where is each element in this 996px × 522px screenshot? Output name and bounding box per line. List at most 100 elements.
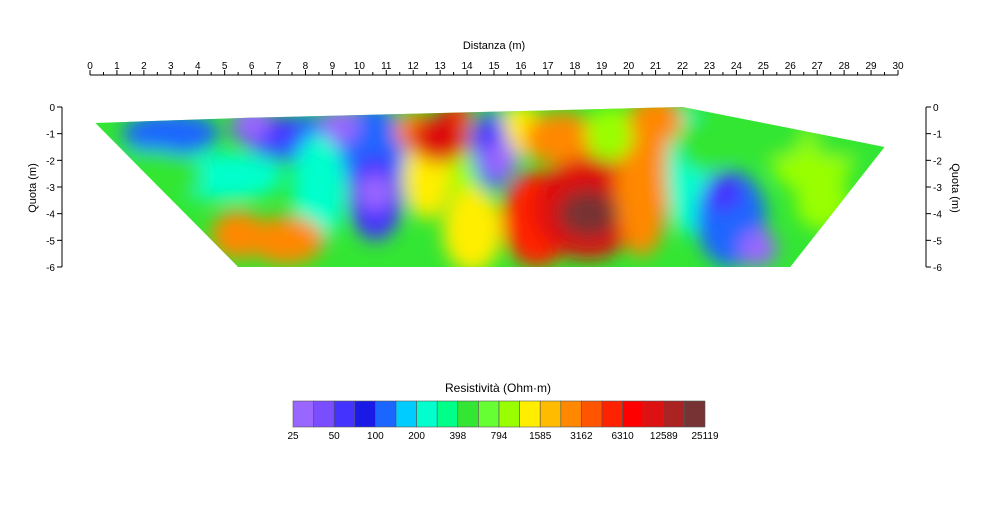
resistivity-band <box>795 176 850 230</box>
x-tick-label: 13 <box>435 61 447 72</box>
colorbar-label: 100 <box>367 431 384 442</box>
colorbar-label: 12589 <box>650 431 678 442</box>
colorbar-cell <box>663 400 685 428</box>
x-tick-label: 14 <box>462 61 474 72</box>
resistivity-band <box>122 112 220 155</box>
colorbar-label: 3162 <box>570 431 593 442</box>
resistivity-anomaly <box>749 109 804 158</box>
x-tick-label: 20 <box>623 61 635 72</box>
y-tick-label-left: 0 <box>49 103 55 114</box>
colorbar-cell <box>457 400 479 428</box>
resistivity-anomaly <box>410 115 470 163</box>
resistivity-anomaly <box>321 107 360 145</box>
y-tick-label-left: -6 <box>46 263 55 274</box>
colorbar-label: 200 <box>408 431 425 442</box>
resistivity-anomaly <box>232 107 271 142</box>
resistivity-anomaly <box>356 173 395 211</box>
resistivity-band <box>248 216 325 265</box>
x-axis-label: Distanza (m) <box>463 40 525 52</box>
colorbar-cell <box>539 400 562 428</box>
resistivity-anomaly <box>739 229 777 267</box>
x-tick-label: 15 <box>488 61 500 72</box>
x-axis-ticks: 0 1 2 3 4 5 6 7 8 9 10 11 12 13 14 15 16 17 18 19 20 21 22 23 24… <box>87 61 904 75</box>
colorbar-label: 50 <box>329 431 341 442</box>
colorbar-label: 6310 <box>611 431 634 442</box>
x-tick-label: 1 <box>114 61 120 72</box>
x-tick-label: 18 <box>569 61 581 72</box>
colorbar-legend: Resistività (Ohm·m) 25 50 100 200 398 794 1585… <box>287 381 719 442</box>
resistivity-band <box>811 125 877 158</box>
x-tick-label: 10 <box>354 61 366 72</box>
colorbar-cell <box>581 400 603 428</box>
y-axis-left-label: Quota (m) <box>27 163 39 213</box>
x-tick-label: 0 <box>87 61 93 72</box>
y-tick-label-left: -5 <box>46 236 55 247</box>
x-tick-label: 30 <box>892 61 904 72</box>
y-tick-label-right: 0 <box>933 103 939 114</box>
colorbar-cell <box>375 400 397 428</box>
x-tick-label: 16 <box>515 61 527 72</box>
y-tick-label-left: -3 <box>46 183 55 194</box>
x-tick-label: 26 <box>785 61 797 72</box>
resistivity-anomaly <box>480 141 519 179</box>
resistivity-band <box>95 149 204 203</box>
x-tick-label: 4 <box>195 61 201 72</box>
x-tick-label: 23 <box>704 61 716 72</box>
colorbar-label: 1585 <box>529 431 552 442</box>
y-tick-label-right: -6 <box>933 263 942 274</box>
colorbar-cell <box>478 400 500 428</box>
y-tick-label-left: -1 <box>46 130 55 141</box>
resistivity-anomaly <box>628 107 683 145</box>
x-tick-label: 2 <box>141 61 147 72</box>
resistivity-anomalies <box>95 107 877 267</box>
resistivity-band <box>292 133 346 241</box>
y-tick-label-left: -2 <box>46 156 55 167</box>
y-tick-label-right: -4 <box>933 210 942 221</box>
colorbar-cell <box>519 400 541 428</box>
colorbar-cell <box>313 400 335 428</box>
colorbar-cell <box>333 400 356 428</box>
x-tick-label: 24 <box>731 61 743 72</box>
colorbar-cell <box>684 400 706 428</box>
resistivity-anomaly <box>704 173 742 211</box>
resistivity-anomaly <box>558 189 618 238</box>
x-tick-label: 25 <box>758 61 770 72</box>
colorbar-label: 794 <box>491 431 508 442</box>
colorbar-label: 25119 <box>691 431 719 442</box>
colorbar-cell <box>560 400 582 428</box>
colorbar-cell <box>416 400 438 428</box>
x-tick-label: 8 <box>303 61 309 72</box>
x-tick-label: 12 <box>408 61 420 72</box>
colorbar-cell <box>292 400 314 428</box>
colorbar-cell <box>498 400 520 428</box>
colorbar-label: 25 <box>287 431 299 442</box>
y-tick-label-right: -1 <box>933 130 942 141</box>
colorbar-cells <box>292 400 706 428</box>
colorbar-cell <box>354 400 376 428</box>
colorbar-cell <box>622 400 644 428</box>
x-tick-label: 29 <box>866 61 878 72</box>
colorbar-cell <box>436 400 459 428</box>
colorbar-labels: 25 50 100 200 398 794 1585 3162 6310 12589 25119 <box>287 431 719 442</box>
x-tick-label: 22 <box>677 61 689 72</box>
resistivity-band <box>585 107 635 161</box>
colorbar-title: Resistività (Ohm·m) <box>445 381 551 395</box>
resistivity-band <box>677 117 732 171</box>
colorbar-cell <box>601 400 623 428</box>
y-tick-label-right: -3 <box>933 183 942 194</box>
x-tick-label: 3 <box>168 61 174 72</box>
y-axis-right-label: Quota (m) <box>949 163 961 213</box>
x-tick-label: 6 <box>249 61 255 72</box>
x-tick-label: 28 <box>839 61 851 72</box>
colorbar-cell <box>395 400 417 428</box>
x-tick-label: 5 <box>222 61 228 72</box>
y-tick-label-left: -4 <box>46 210 55 221</box>
x-tick-label: 27 <box>812 61 824 72</box>
x-tick-label: 7 <box>276 61 282 72</box>
colorbar-cell <box>642 400 665 428</box>
resistivity-band <box>523 112 600 166</box>
y-tick-label-right: -5 <box>933 236 942 247</box>
x-tick-label: 21 <box>650 61 662 72</box>
